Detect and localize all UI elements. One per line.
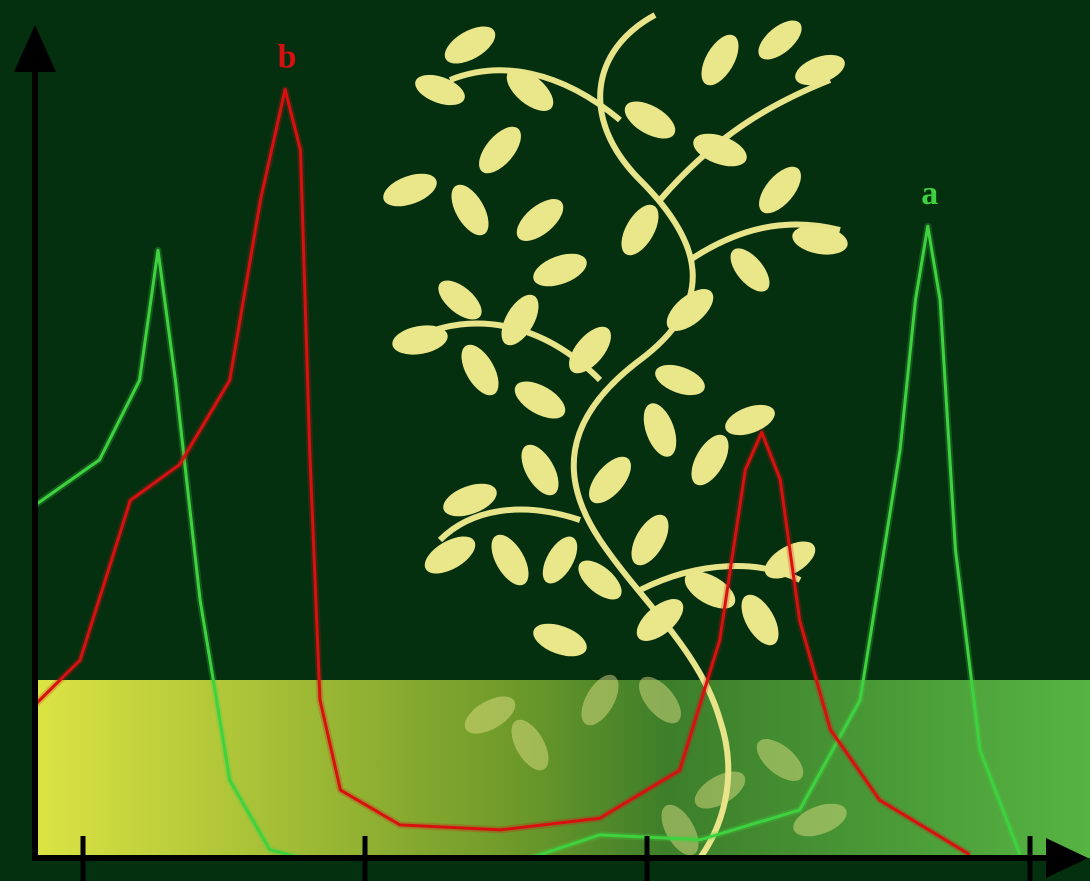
leaf [589,456,631,504]
leaf [479,126,521,174]
leaf [542,536,578,584]
leaf [533,253,587,287]
leaf [581,674,619,726]
leaf [758,20,802,60]
leaf [506,69,554,111]
series-line [34,224,1022,860]
leaf [516,199,564,241]
leaf [438,280,482,320]
leaf [725,404,775,436]
leaf [491,534,529,586]
leaf [521,444,559,496]
leaf [392,325,448,355]
leaf [383,173,437,207]
x-axis-arrow [1046,838,1088,878]
leaf [621,204,659,256]
leaf [443,483,497,517]
leaf [639,676,681,724]
vine-branch [448,67,622,123]
leaf [569,326,611,374]
leaf [661,804,699,856]
leaf [501,294,539,346]
leaf [693,133,747,167]
leaf [684,571,736,609]
vine-branch [437,506,581,543]
axes [14,25,1088,881]
leaf [793,803,847,837]
series-label: a [921,175,938,212]
vine-branch [657,77,832,202]
leaf [759,166,801,214]
leaf [666,289,714,331]
leaf [578,560,622,600]
leaf [415,74,465,106]
ground-band [35,680,1090,858]
leaf [451,184,489,236]
series-label: b [278,39,297,76]
leaf [464,696,516,734]
leaf [756,739,804,781]
leaf [691,434,729,486]
leaf [444,26,496,64]
leaf [701,34,739,86]
leaf [514,381,566,419]
leaf [424,536,476,574]
series-line [33,88,971,856]
leaf [792,225,848,255]
leaf [795,54,845,86]
leaf [730,248,770,292]
leaf [631,514,669,566]
leaf [741,594,779,646]
leaf [511,719,549,771]
leaf [636,599,684,641]
leaf [694,771,746,809]
leaf [533,623,587,657]
leaf [643,403,677,457]
y-axis-arrow [14,25,56,72]
leaf [624,101,676,139]
leaf-reflections [464,674,847,856]
vine-stem [570,12,732,860]
plot-area: ab [32,39,1024,862]
leaf [461,344,499,396]
leaf [655,364,705,396]
